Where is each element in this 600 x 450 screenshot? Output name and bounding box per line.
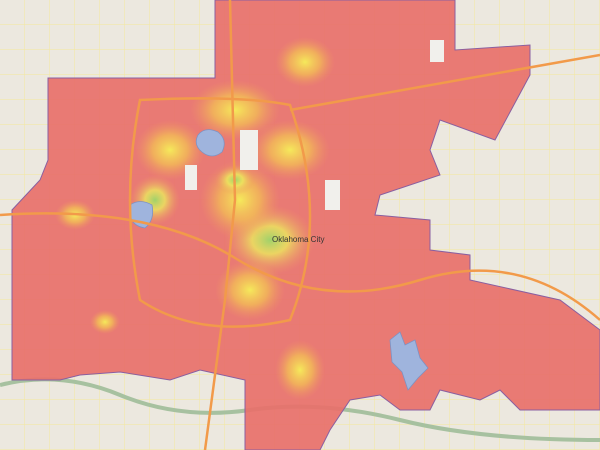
- heat-spot: [250, 120, 330, 180]
- heat-spots: [55, 37, 335, 400]
- heat-spot: [90, 310, 120, 334]
- excluded-areas: [185, 40, 444, 210]
- excluded-area: [240, 130, 258, 170]
- highway: [289, 53, 600, 112]
- excluded-area: [430, 40, 444, 62]
- heat-spot: [275, 37, 335, 87]
- heat-spot: [190, 80, 280, 140]
- lake: [195, 129, 225, 157]
- highway: [128, 97, 312, 328]
- city-label: Oklahoma City: [272, 235, 324, 244]
- heat-spot: [275, 340, 325, 400]
- highway: [0, 212, 600, 321]
- lake: [389, 331, 429, 391]
- excluded-area: [185, 165, 197, 190]
- excluded-area: [325, 180, 340, 210]
